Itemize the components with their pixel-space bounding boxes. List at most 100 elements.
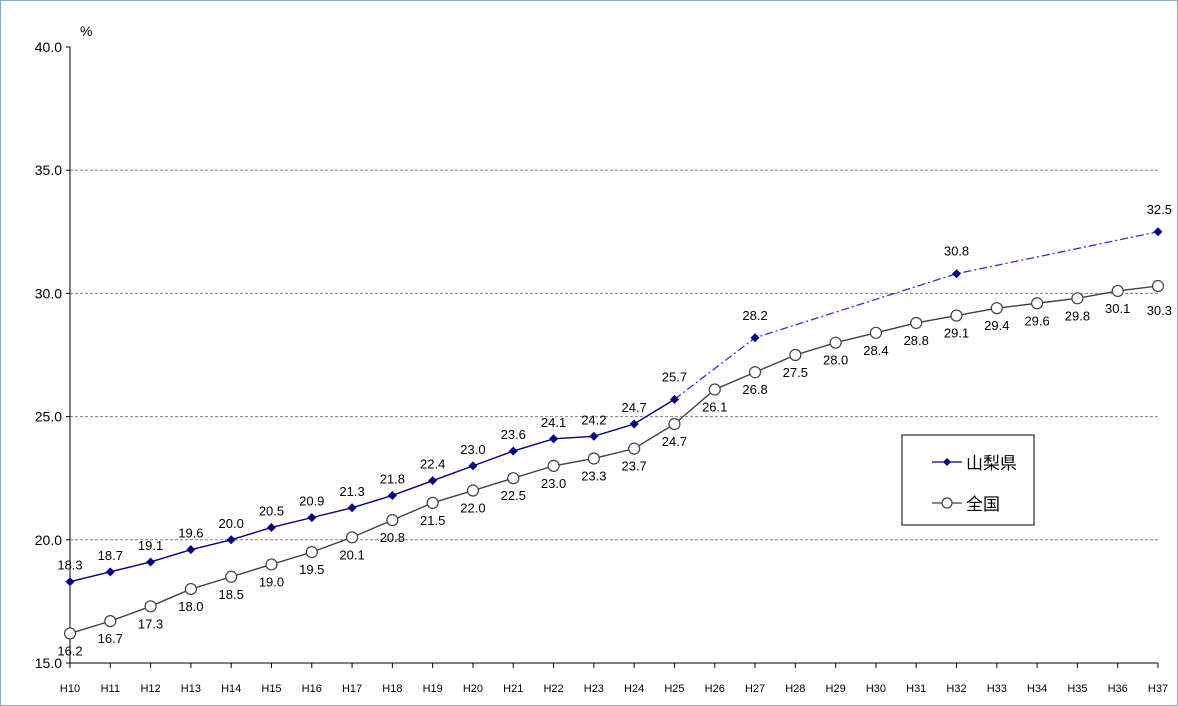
x-tick-label: H32: [946, 683, 966, 695]
data-point-yamanashi: [629, 419, 639, 429]
data-point-national: [547, 459, 560, 472]
data-label-national: 20.8: [380, 530, 405, 545]
x-tick-label: H35: [1067, 683, 1087, 695]
data-point-yamanashi: [1153, 227, 1163, 237]
data-point-national: [63, 627, 77, 640]
y-tick-label: 20.0: [35, 532, 62, 548]
data-point-national: [1111, 284, 1124, 298]
data-point-yamanashi: [750, 333, 760, 343]
data-label-yamanashi: 23.6: [501, 427, 526, 442]
x-tick-label: H20: [463, 683, 483, 695]
data-point-yamanashi: [952, 269, 962, 279]
x-tick-labels: H10 H11 H12 H13 H14 H15 H16 H17 H18 H19 H20 H21 H22 H…: [60, 683, 1168, 695]
data-point-national: [144, 600, 157, 613]
data-label-yamanashi: 20.5: [259, 503, 284, 518]
data-label-national: 27.5: [783, 365, 808, 380]
data-point-national: [225, 570, 238, 583]
y-tick-label: 30.0: [35, 285, 62, 301]
x-tick-label: H29: [826, 683, 846, 695]
data-point-yamanashi: [266, 522, 276, 532]
data-label-yamanashi: 18.7: [98, 548, 123, 563]
x-tick-label: H28: [785, 683, 805, 695]
x-tick-label: H21: [503, 683, 523, 695]
data-point-national: [587, 452, 600, 465]
data-label-national: 16.2: [57, 643, 82, 658]
data-label-national: 18.5: [219, 587, 244, 602]
series-line-yamanashi-projection: [674, 231, 1159, 400]
data-label-national: 23.7: [621, 459, 646, 474]
data-point-national: [950, 309, 963, 322]
data-label-national: 29.4: [984, 318, 1009, 333]
data-point-yamanashi: [508, 446, 518, 456]
y-tick-label: 15.0: [35, 655, 62, 671]
data-point-national: [869, 326, 883, 339]
data-label-yamanashi: 24.2: [581, 412, 606, 427]
data-label-national: 26.8: [742, 382, 767, 397]
axes: [66, 46, 1159, 668]
data-label-yamanashi: 21.3: [339, 484, 364, 499]
data-point-national: [265, 558, 278, 571]
x-tick-label: H26: [705, 683, 725, 695]
x-tick-label: H11: [101, 683, 120, 695]
data-point-national: [386, 513, 399, 527]
series-line-national: [69, 285, 1159, 635]
data-label-national: 19.0: [259, 574, 284, 589]
data-label-national: 29.8: [1065, 308, 1090, 323]
data-label-national: 21.5: [420, 513, 445, 528]
data-point-yamanashi: [226, 535, 236, 545]
data-point-national: [708, 383, 721, 396]
data-point-yamanashi: [307, 513, 317, 523]
x-tick-label: H15: [261, 683, 281, 695]
y-tick-label: 35.0: [35, 162, 62, 178]
data-label-yamanashi: 28.2: [742, 308, 767, 323]
legend-box: [901, 434, 1035, 526]
x-tick-label: H36: [1108, 683, 1128, 695]
data-label-yamanashi: 19.1: [138, 538, 163, 553]
x-tick-label: H12: [140, 683, 160, 695]
data-labels: 16.2 16.7 17.3 18.0 18.5 19.0 19.5 20.1 20.8 21.5…: [57, 202, 1172, 659]
x-tick-label: H23: [584, 683, 604, 695]
legend: 山梨県 全国: [901, 434, 1035, 526]
x-tick-label: H22: [543, 683, 563, 695]
data-point-national: [748, 366, 762, 379]
data-label-national: 22.5: [501, 488, 526, 503]
data-label-yamanashi: 25.7: [662, 369, 687, 384]
data-point-national: [507, 472, 520, 485]
data-point-national: [1151, 279, 1165, 293]
data-label-national: 18.0: [178, 599, 203, 614]
x-tick-label: H16: [302, 683, 322, 695]
data-label-yamanashi: 23.0: [460, 442, 485, 457]
data-point-yamanashi: [146, 557, 156, 567]
data-label-yamanashi: 21.8: [380, 471, 405, 486]
legend-marker-diamond-icon: [943, 458, 951, 466]
data-label-yamanashi: 32.5: [1147, 202, 1172, 217]
data-point-yamanashi: [347, 503, 357, 513]
legend-marker-circle-icon: [941, 497, 953, 509]
data-point-national: [466, 484, 480, 497]
data-point-national: [1071, 292, 1084, 305]
data-label-yamanashi: 24.7: [621, 400, 646, 415]
x-tick-label: H14: [221, 683, 241, 695]
data-point-national: [1031, 297, 1044, 310]
data-label-national: 23.0: [541, 476, 566, 491]
data-point-yamanashi: [105, 567, 115, 577]
data-label-national: 16.7: [98, 631, 123, 646]
data-label-yamanashi: 20.0: [219, 516, 244, 531]
x-tick-label: H33: [987, 683, 1007, 695]
data-label-national: 29.6: [1024, 313, 1049, 328]
data-label-national: 30.1: [1105, 301, 1130, 316]
data-label-national: 24.7: [662, 434, 687, 449]
data-point-national: [628, 442, 641, 455]
x-tick-label: H25: [664, 683, 684, 695]
data-point-national: [184, 582, 197, 596]
data-label-national: 28.0: [823, 353, 848, 368]
data-label-national: 23.3: [581, 468, 606, 483]
y-tick-labels: 15.0 20.0 25.0 30.0 35.0 40.0: [35, 39, 62, 671]
data-label-national: 26.1: [702, 399, 727, 414]
x-tick-label: H34: [1027, 683, 1047, 695]
x-tick-label: H30: [866, 683, 886, 695]
y-axis-unit-label: %: [80, 23, 92, 39]
grid-lines: [70, 169, 1158, 541]
data-point-national: [305, 546, 318, 559]
